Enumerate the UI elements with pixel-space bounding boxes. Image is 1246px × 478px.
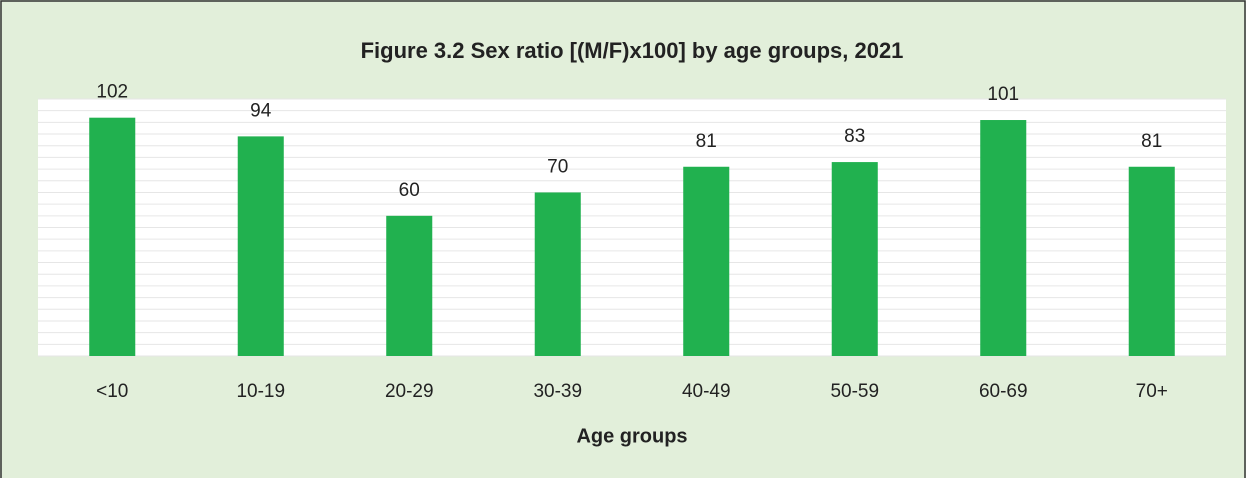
bar	[534, 192, 581, 356]
x-tick-label: <10	[96, 381, 128, 402]
data-label: 70	[547, 156, 568, 177]
data-label: 101	[987, 84, 1019, 105]
x-tick-label: 20-29	[385, 381, 434, 402]
data-label: 94	[250, 100, 272, 121]
bar	[831, 162, 878, 356]
x-tick-label: 50-59	[830, 381, 879, 402]
bar	[89, 117, 136, 356]
data-label: 60	[399, 180, 420, 201]
x-tick-label: 30-39	[533, 381, 582, 402]
data-label: 83	[844, 126, 865, 147]
x-tick-label: 10-19	[236, 381, 285, 402]
x-tick-label: 70+	[1136, 381, 1168, 402]
x-tick-label: 40-49	[682, 381, 731, 402]
bar	[980, 120, 1027, 356]
x-axis-label: Age groups	[576, 425, 687, 447]
x-tick-label: 60-69	[979, 381, 1028, 402]
bar	[237, 136, 284, 356]
bar	[1128, 166, 1175, 356]
data-label: 81	[696, 131, 717, 152]
data-label: 102	[96, 82, 128, 103]
bar	[683, 166, 730, 356]
data-label: 81	[1141, 131, 1162, 152]
bar	[386, 215, 433, 356]
chart-title: Figure 3.2 Sex ratio [(M/F)x100] by age …	[361, 38, 904, 63]
